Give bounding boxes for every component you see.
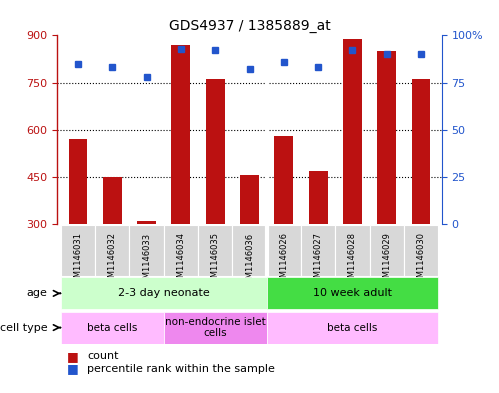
Bar [343, 39, 362, 224]
Bar [266, 312, 438, 343]
Bar [137, 221, 156, 224]
Bar [266, 277, 438, 309]
Text: ■: ■ [67, 349, 79, 363]
Text: GSM1146032: GSM1146032 [108, 232, 117, 288]
Bar [206, 79, 225, 224]
Bar [61, 312, 164, 343]
Text: count: count [87, 351, 119, 361]
Bar [129, 225, 164, 276]
Bar [274, 136, 293, 224]
Text: GSM1146029: GSM1146029 [382, 232, 391, 288]
Bar [309, 171, 327, 224]
Text: 10 week adult: 10 week adult [313, 288, 392, 298]
Text: GSM1146026: GSM1146026 [279, 232, 288, 288]
Text: GSM1146036: GSM1146036 [245, 232, 254, 288]
Text: age: age [26, 288, 47, 298]
Text: GSM1146027: GSM1146027 [313, 232, 323, 288]
Text: beta cells: beta cells [327, 323, 378, 332]
Text: GSM1146033: GSM1146033 [142, 232, 151, 288]
Bar [68, 139, 87, 224]
Text: GSM1146030: GSM1146030 [417, 232, 426, 288]
Text: non-endocrine islet
cells: non-endocrine islet cells [165, 317, 265, 338]
Bar [377, 51, 396, 224]
Bar [266, 225, 301, 276]
Text: GSM1146028: GSM1146028 [348, 232, 357, 288]
Bar [233, 225, 266, 276]
Bar [61, 225, 95, 276]
Text: GSM1146034: GSM1146034 [176, 232, 186, 288]
Bar [198, 225, 233, 276]
Text: beta cells: beta cells [87, 323, 137, 332]
Text: GSM1146031: GSM1146031 [73, 232, 82, 288]
Bar [164, 225, 198, 276]
Text: 2-3 day neonate: 2-3 day neonate [118, 288, 210, 298]
Text: percentile rank within the sample: percentile rank within the sample [87, 364, 275, 374]
Bar [404, 225, 438, 276]
Text: GSM1146035: GSM1146035 [211, 232, 220, 288]
Bar [301, 225, 335, 276]
Bar [172, 45, 190, 224]
Title: GDS4937 / 1385889_at: GDS4937 / 1385889_at [169, 19, 330, 33]
Bar [95, 225, 129, 276]
Bar [370, 225, 404, 276]
Bar [240, 175, 259, 224]
Bar [103, 177, 122, 224]
Text: ■: ■ [67, 362, 79, 375]
Bar [61, 277, 266, 309]
Bar [412, 79, 431, 224]
Bar [164, 312, 266, 343]
Bar [335, 225, 370, 276]
Text: cell type: cell type [0, 323, 47, 332]
